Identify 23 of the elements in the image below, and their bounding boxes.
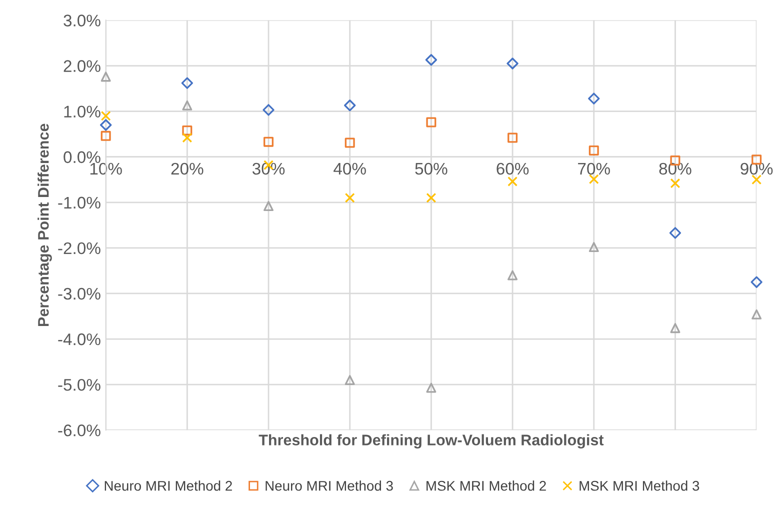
x-tick-label: 20% xyxy=(171,162,204,175)
x-tick-label: 10% xyxy=(90,162,122,175)
y-tick-label: -5.0% xyxy=(58,378,100,391)
legend-label: MSK MRI Method 2 xyxy=(426,480,546,491)
x-tick-label: 50% xyxy=(415,162,448,175)
x-tick-label: 90% xyxy=(740,162,773,175)
y-axis-title: Percentage Point Difference xyxy=(38,124,52,326)
y-tick-label: -1.0% xyxy=(58,196,100,209)
legend-label: Neuro MRI Method 3 xyxy=(266,480,393,491)
legend-label: Neuro MRI Method 2 xyxy=(104,480,232,491)
x-tick-label: 70% xyxy=(578,162,610,175)
legend-label: MSK MRI Method 3 xyxy=(580,480,700,491)
x-tick-label: 60% xyxy=(496,162,529,175)
x-axis-title: Threshold for Defining Low-Voluem Radiologist xyxy=(258,434,604,449)
y-tick-label: -6.0% xyxy=(58,424,100,436)
y-tick-label: -2.0% xyxy=(58,242,100,254)
y-tick-label: -3.0% xyxy=(58,288,100,300)
y-tick-label: -4.0% xyxy=(58,333,100,346)
x-tick-label: 40% xyxy=(334,162,366,175)
y-tick-label: 3.0% xyxy=(64,14,100,26)
y-tick-label: 2.0% xyxy=(64,60,100,72)
y-tick-label: 0.0% xyxy=(64,151,100,164)
y-tick-label: 1.0% xyxy=(64,106,100,118)
